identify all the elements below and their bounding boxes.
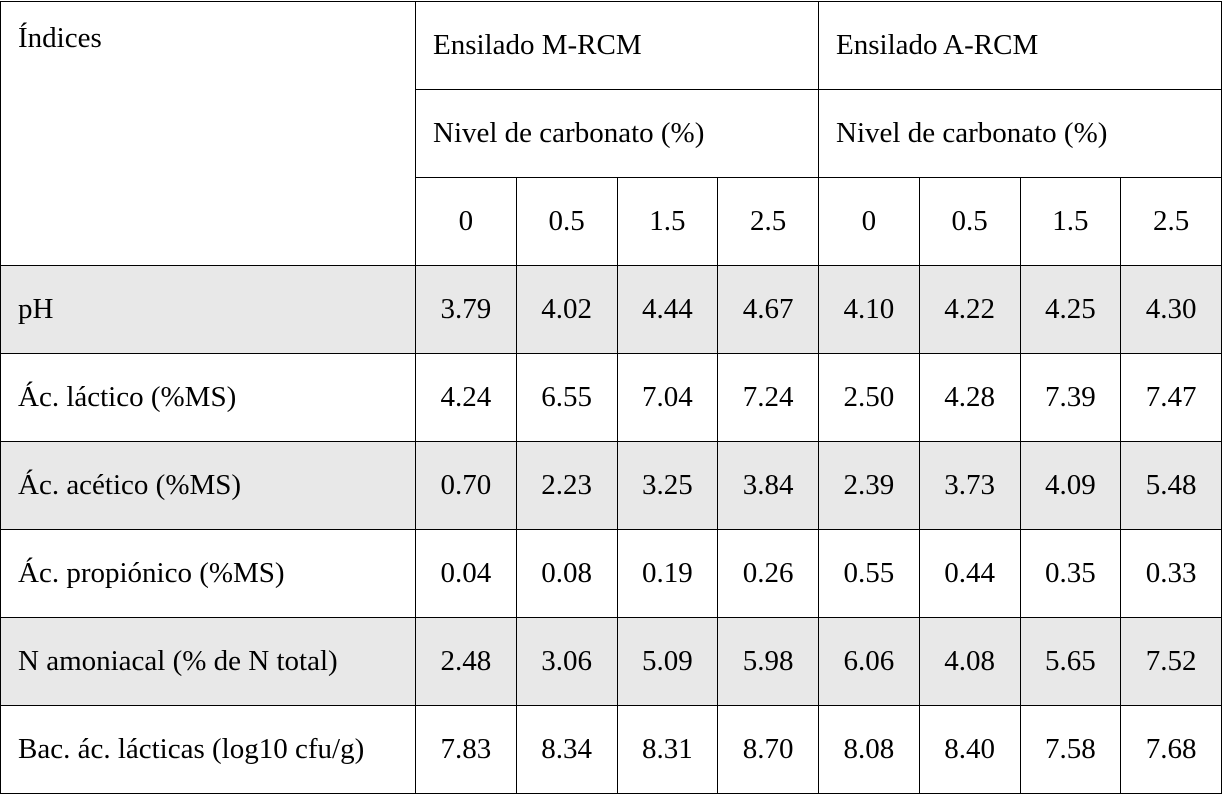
table-cell: 0.33 — [1120, 529, 1222, 618]
table-row-ph: pH 3.79 4.02 4.44 4.67 4.10 4.22 4.25 4.… — [0, 265, 1222, 354]
table-cell: 8.70 — [717, 705, 820, 794]
level-header: 1.5 — [616, 177, 719, 266]
level-header: 0 — [818, 177, 920, 266]
table-cell: 0.44 — [918, 529, 1021, 618]
table-cell: 0.26 — [717, 529, 820, 618]
table-cell: 4.44 — [616, 265, 719, 354]
table-cell: 5.65 — [1019, 617, 1122, 706]
table-cell: 2.48 — [415, 617, 517, 706]
group2-subtitle: Nivel de carbonato (%) — [818, 89, 1222, 178]
row-label: pH — [0, 265, 416, 354]
table-cell: 7.24 — [717, 353, 820, 442]
table-cell: 5.98 — [717, 617, 820, 706]
table-row-lactic-bacteria: Bac. ác. lácticas (log10 cfu/g) 7.83 8.3… — [0, 705, 1222, 794]
table-cell: 0.19 — [616, 529, 719, 618]
level-header: 2.5 — [717, 177, 820, 266]
header-row-groups: Índices Ensilado M-RCM Ensilado A-RCM — [0, 1, 1222, 266]
table-cell: 8.34 — [515, 705, 618, 794]
table-cell: 0.55 — [818, 529, 920, 618]
table-cell: 7.04 — [616, 353, 719, 442]
table-cell: 7.39 — [1019, 353, 1122, 442]
table-cell: 2.50 — [818, 353, 920, 442]
table-cell: 4.02 — [515, 265, 618, 354]
table-cell: 4.10 — [818, 265, 920, 354]
header-row-subtitles: Nivel de carbonato (%) Nivel de carbonat… — [1, 89, 1222, 178]
table-cell: 0.08 — [515, 529, 618, 618]
row-label: Bac. ác. lácticas (log10 cfu/g) — [0, 705, 416, 794]
level-header: 1.5 — [1019, 177, 1122, 266]
table-cell: 0.35 — [1019, 529, 1122, 618]
group2-title: Ensilado A-RCM — [818, 1, 1222, 90]
table-cell: 8.08 — [818, 705, 920, 794]
table-cell: 8.40 — [918, 705, 1021, 794]
table-row-acetic-acid: Ác. acético (%MS) 0.70 2.23 3.25 3.84 2.… — [0, 441, 1222, 530]
table-row-propionic-acid: Ác. propiónico (%MS) 0.04 0.08 0.19 0.26… — [0, 529, 1222, 618]
table-cell: 0.04 — [415, 529, 517, 618]
table-cell: 0.70 — [415, 441, 517, 530]
row-label: N amoniacal (% de N total) — [0, 617, 416, 706]
table-cell: 6.55 — [515, 353, 618, 442]
header-row-levels: 0 0.5 1.5 2.5 0 0.5 1.5 2.5 — [1, 177, 1222, 266]
table-cell: 2.39 — [818, 441, 920, 530]
table-cell: 4.67 — [717, 265, 820, 354]
table-row-ammonia-nitrogen: N amoniacal (% de N total) 2.48 3.06 5.0… — [0, 617, 1222, 706]
table-cell: 3.84 — [717, 441, 820, 530]
table-cell: 3.06 — [515, 617, 618, 706]
table-cell: 3.73 — [918, 441, 1021, 530]
row-label: Ác. acético (%MS) — [0, 441, 416, 530]
table-cell: 4.22 — [918, 265, 1021, 354]
table-cell: 4.08 — [918, 617, 1021, 706]
table-cell: 7.68 — [1120, 705, 1222, 794]
table-cell: 7.58 — [1019, 705, 1122, 794]
level-header: 0.5 — [515, 177, 618, 266]
table-cell: 7.52 — [1120, 617, 1222, 706]
table-cell: 4.25 — [1019, 265, 1122, 354]
table-cell: 4.30 — [1120, 265, 1222, 354]
table-cell: 5.48 — [1120, 441, 1222, 530]
row-label: Ác. propiónico (%MS) — [0, 529, 416, 618]
level-header: 0 — [415, 177, 517, 266]
table-cell: 8.31 — [616, 705, 719, 794]
table-cell: 6.06 — [818, 617, 920, 706]
table-cell: 4.09 — [1019, 441, 1122, 530]
table-cell: 7.47 — [1120, 353, 1222, 442]
index-column-header: Índices — [0, 1, 416, 266]
level-header: 0.5 — [918, 177, 1021, 266]
table-cell: 4.28 — [918, 353, 1021, 442]
table-cell: 3.79 — [415, 265, 517, 354]
table-cell: 7.83 — [415, 705, 517, 794]
group1-title: Ensilado M-RCM — [414, 1, 820, 90]
table-row-lactic-acid: Ác. láctico (%MS) 4.24 6.55 7.04 7.24 2.… — [0, 353, 1222, 442]
level-header: 2.5 — [1120, 177, 1222, 266]
table-cell: 2.23 — [515, 441, 618, 530]
table-cell: 5.09 — [616, 617, 719, 706]
table-cell: 4.24 — [415, 353, 517, 442]
table-cell: 3.25 — [616, 441, 719, 530]
row-label: Ác. láctico (%MS) — [0, 353, 416, 442]
group1-subtitle: Nivel de carbonato (%) — [414, 89, 820, 178]
